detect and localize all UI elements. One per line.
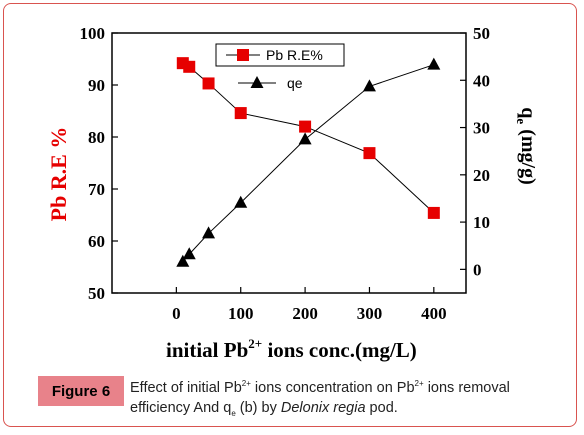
y-axis-right-label-main: q [517,107,539,118]
y-left-tick-label: 100 [80,24,106,43]
data-point-pb-removal [299,120,312,133]
x-tick-label: 0 [172,304,181,323]
data-point-qe [176,254,190,267]
plot-frame [111,32,467,294]
caption-sub-e: e [231,408,236,418]
data-point-qe [202,226,216,239]
y-right-tick-label: 20 [473,166,490,185]
x-tick-label: 400 [421,304,447,323]
data-point-qe [182,247,196,260]
y-axis-left-label: Pb R.E % [46,127,71,222]
caption-part-1: Effect of initial Pb [130,379,242,396]
caption-part-2: ions concentration on Pb [250,379,415,396]
x-axis-label-sup: 2+ [248,336,262,351]
y-right-tick-label: 50 [473,24,490,43]
caption-part-4: (b) by [235,399,281,416]
caption-part-5: pod. [365,399,398,416]
x-tick-label: 100 [228,304,254,323]
figure-frame [3,3,577,427]
chart: 0 100 200 300 400 50 60 70 80 90 100 0 10 20 30 40 50 Pb… [46,24,539,362]
y-left-tick-label: 80 [88,128,105,147]
x-tick-label: 300 [357,304,383,323]
y-left-tick-label: 70 [88,180,105,199]
y-axis-right-label: qe (mg/g) [514,107,539,184]
legend-marker-triangle [250,76,264,88]
y-right-tick-label: 0 [473,260,482,279]
caption-species: Delonix regia [280,399,366,416]
caption-sup-1: 2+ [241,379,251,388]
figure-label: Figure 6 [38,376,124,406]
data-point-qe [427,57,441,70]
data-point-qe [234,195,248,208]
legend-marker-square [237,49,249,61]
data-point-pb-removal [183,60,196,73]
caption-part-3: ions removal efficiency And q [130,379,510,416]
data-point-pb-removal [234,107,247,120]
legend: Pb R.E% qe [215,43,345,91]
caption-sup-2: 2+ [414,379,424,388]
series-line-pb-removal [182,62,435,214]
y-axis-right-label-unit: (mg/g) [517,124,539,185]
y-left-tick-label: 50 [88,284,105,303]
y-right-tick-label: 30 [473,119,490,138]
figure-caption: Effect of initial Pb2+ ions concentratio… [130,374,570,424]
x-axis-label-main: initial Pb [166,338,248,362]
y-left-tick-label: 60 [88,232,105,251]
data-point-pb-removal [427,206,440,219]
legend-label-qe: qe [287,75,303,91]
y-axis-right-label-sub: e [514,118,529,124]
x-tick-label: 200 [292,304,318,323]
x-axis-label-unit: ions conc.(mg/L) [262,338,417,362]
data-point-pb-removal [363,147,376,160]
data-point-qe [298,132,312,145]
y-left-tick-label: 90 [88,76,105,95]
x-axis-label: initial Pb2+ ions conc.(mg/L) [166,336,417,362]
y-right-tick-label: 10 [473,213,490,232]
data-point-pb-removal [202,77,215,90]
y-right-tick-label: 40 [473,71,490,90]
legend-label-pb: Pb R.E% [266,47,323,63]
data-point-qe [362,79,376,92]
